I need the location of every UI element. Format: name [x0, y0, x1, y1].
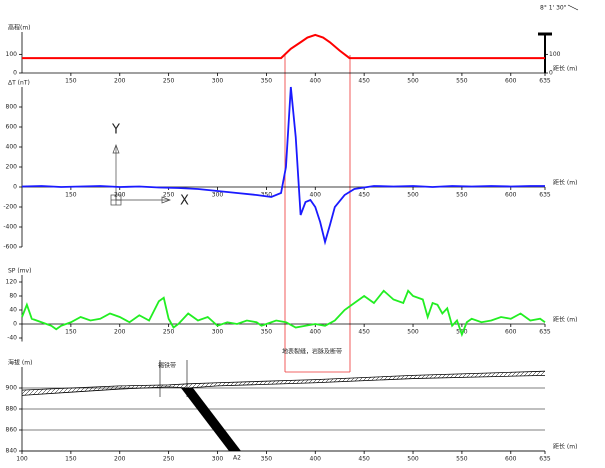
x-tick-label: 200 [114, 192, 126, 199]
x-tick-label: 400 [310, 192, 322, 199]
x-axis-label: 距长 (m) [553, 179, 577, 187]
y-tick-label: 860 [6, 427, 18, 434]
x-tick-label: 250 [163, 192, 175, 199]
x-tick-label: 635 [539, 192, 551, 199]
y-tick-label: 600 [6, 124, 18, 131]
x-tick-label: 600 [505, 192, 517, 199]
x-tick-label: 200 [114, 456, 126, 463]
scale-mark [567, 4, 579, 11]
data-line [22, 33, 545, 60]
axis-glyph-label: Y [111, 123, 120, 138]
terrain-line [21, 370, 546, 391]
x-tick-label: 400 [310, 456, 322, 463]
y-tick-label: 80 [9, 293, 17, 300]
x-tick-label: 500 [407, 329, 419, 336]
y-axis-label: SP (mv) [8, 268, 31, 275]
right-tick-label: 100 [549, 51, 561, 58]
x-tick-label: 550 [456, 78, 468, 85]
x-tick-label: 550 [456, 192, 468, 199]
y-axis-label: 海拔 (m) [8, 359, 32, 367]
x-tick-label: 350 [261, 192, 273, 199]
y-tick-label: 800 [6, 104, 18, 111]
data-line [21, 86, 545, 246]
y-tick-label: -400 [3, 224, 17, 231]
y-axis-label: ΔT (nT) [8, 80, 30, 87]
axis-glyph-label: X [180, 194, 189, 209]
y-tick-label: 880 [6, 406, 18, 413]
y-tick-label: 120 [6, 279, 18, 286]
scale-label: 8° 1' 30" [540, 5, 567, 12]
y-axis-label: 高程(m) [8, 24, 31, 32]
x-axis-label: 距长 (m) [553, 316, 577, 324]
x-tick-label: 200 [114, 329, 126, 336]
x-tick-label: 450 [358, 192, 370, 199]
y-tick-label: -40 [7, 335, 17, 342]
x-tick-label: 450 [358, 456, 370, 463]
y-tick-label: 200 [6, 164, 18, 171]
x-tick-label: 350 [261, 456, 273, 463]
x-tick-label: 100 [16, 456, 28, 463]
x-tick-label: 300 [212, 329, 224, 336]
right-tick-label: 0 [549, 70, 553, 77]
cover-layer [22, 371, 545, 396]
xy-glyph [110, 144, 171, 206]
terrain-line [21, 375, 546, 396]
x-tick-label: 500 [407, 192, 419, 199]
x-tick-label: 450 [358, 78, 370, 85]
x-tick-label: 150 [65, 192, 77, 199]
annotation: 褐铁带 [158, 362, 176, 370]
y-tick-label: -600 [3, 244, 17, 251]
x-tick-label: 450 [358, 329, 370, 336]
x-tick-label: 600 [505, 329, 517, 336]
y-tick-label: 0 [13, 70, 17, 77]
x-tick-label: 250 [163, 329, 175, 336]
x-tick-label: 200 [114, 78, 126, 85]
x-tick-label: 635 [539, 456, 551, 463]
y-tick-label: -200 [3, 204, 17, 211]
x-tick-label: 400 [310, 78, 322, 85]
x-tick-label: 300 [212, 78, 224, 85]
data-line [21, 289, 546, 338]
x-tick-label: 150 [65, 78, 77, 85]
x-tick-label: 150 [65, 456, 77, 463]
x-tick-label: 600 [505, 78, 517, 85]
y-tick-label: 0 [13, 321, 17, 328]
x-tick-label: 635 [539, 329, 551, 336]
x-tick-label: 550 [456, 456, 468, 463]
y-tick-label: 900 [6, 385, 18, 392]
x-tick-label: 500 [407, 456, 419, 463]
x-tick-label: 400 [310, 329, 322, 336]
x-tick-label: 350 [261, 78, 273, 85]
annotation: A2 [233, 455, 241, 462]
y-tick-label: 0 [13, 184, 17, 191]
x-tick-label: 350 [261, 329, 273, 336]
x-tick-label: 635 [539, 78, 551, 85]
x-tick-label: 150 [65, 329, 77, 336]
x-axis-label: 距长 (m) [553, 443, 577, 451]
x-tick-label: 250 [163, 78, 175, 85]
x-tick-label: 300 [212, 456, 224, 463]
y-tick-label: 40 [9, 307, 17, 314]
x-tick-label: 250 [163, 456, 175, 463]
x-tick-label: 300 [212, 192, 224, 199]
y-tick-label: 100 [6, 51, 18, 58]
y-tick-label: 400 [6, 144, 18, 151]
x-tick-label: 600 [505, 456, 517, 463]
x-axis-label: 距长 (m) [553, 65, 577, 73]
annotation: 地表裂缝，岩脉及断带 [282, 348, 342, 356]
x-tick-label: 500 [407, 78, 419, 85]
fault-band [181, 388, 241, 451]
y-tick-label: 840 [6, 448, 18, 455]
